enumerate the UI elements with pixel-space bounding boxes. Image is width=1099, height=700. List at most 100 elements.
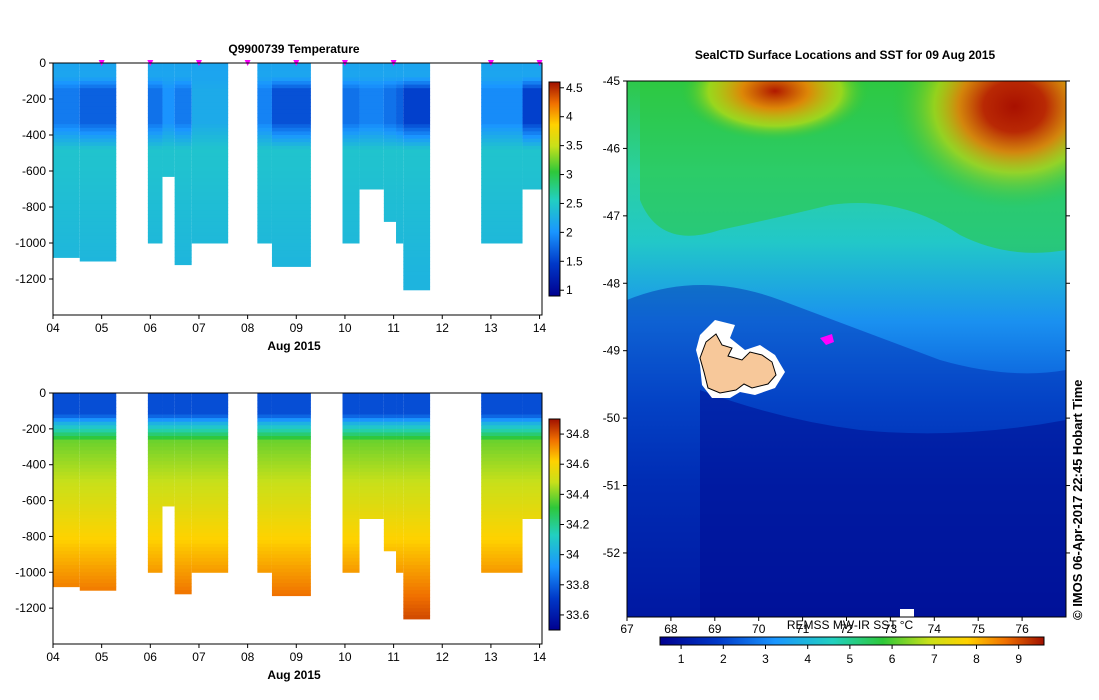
temperature-cell: [383, 70, 397, 75]
temperature-cell: [147, 153, 163, 158]
temperature-cell: [396, 160, 404, 165]
x-tick-label: 10: [338, 650, 352, 664]
temperature-cell: [481, 66, 523, 71]
sst-field: [627, 81, 1066, 617]
temperature-cell: [162, 77, 175, 82]
salinity-cell: [396, 432, 404, 437]
temperature-cell: [522, 106, 542, 111]
salinity-cell: [271, 579, 311, 584]
salinity-cell: [53, 407, 80, 412]
salinity-plot-frame: [52, 392, 543, 645]
salinity-cell: [174, 561, 192, 566]
temperature-cell: [403, 239, 431, 244]
temperature-cell: [403, 88, 431, 93]
salinity-cell: [271, 575, 311, 580]
salinity-cell: [191, 532, 229, 537]
salinity-cell: [191, 514, 229, 519]
temperature-cell: [396, 117, 404, 122]
salinity-cell: [359, 464, 384, 469]
temperature-cell: [403, 264, 431, 269]
temperature-cell: [481, 217, 523, 222]
temperature-cell: [383, 214, 397, 219]
temperature-cell: [174, 178, 192, 183]
temperature-cell: [257, 192, 272, 197]
temperature-cell: [359, 160, 384, 165]
y-tick-label: -400: [22, 128, 46, 142]
salinity-cell: [53, 529, 80, 534]
temperature-cell: [403, 131, 431, 136]
salinity-cell: [53, 554, 80, 559]
salinity-cell: [79, 547, 117, 552]
salinity-cell: [53, 568, 80, 573]
temperature-cell: [396, 142, 404, 147]
colorbar-tick-label: 34: [566, 548, 580, 562]
salinity-cell: [191, 482, 229, 487]
temperature-cell: [271, 70, 311, 75]
temperature-cell: [396, 196, 404, 201]
temperature-cell: [174, 196, 192, 201]
temperature-cell: [191, 214, 229, 219]
salinity-cell: [383, 529, 397, 534]
temperature-cell: [342, 131, 360, 136]
salinity-cell: [53, 468, 80, 473]
salinity-cell: [191, 428, 229, 433]
temperature-cell: [481, 185, 523, 190]
salinity-cell: [522, 425, 542, 430]
temperature-cell: [396, 109, 404, 114]
salinity-cell: [342, 432, 360, 437]
salinity-cell: [481, 428, 523, 433]
salinity-cell: [257, 446, 272, 451]
temperature-cell: [53, 235, 80, 240]
temperature-cell: [174, 153, 192, 158]
salinity-cell: [162, 446, 175, 451]
temperature-cell: [257, 196, 272, 201]
map-x-tick-label: 67: [620, 622, 634, 636]
temperature-cell: [403, 250, 431, 255]
temperature-cell: [257, 167, 272, 172]
temperature-cell: [191, 106, 229, 111]
salinity-cell: [342, 428, 360, 433]
salinity-cell: [396, 557, 404, 563]
salinity-cell: [522, 475, 542, 480]
temperature-cell: [257, 138, 272, 143]
salinity-cell: [403, 593, 431, 598]
temperature-cell: [383, 207, 397, 212]
temperature-cell: [191, 113, 229, 118]
temperature-cell: [147, 232, 163, 237]
temperature-cell: [359, 178, 384, 183]
temperature-cell: [53, 131, 80, 136]
salinity-cell: [383, 393, 397, 398]
temperature-cell: [191, 70, 229, 75]
temperature-cell: [147, 203, 163, 208]
temperature-cell: [342, 192, 360, 197]
salinity-cell: [53, 471, 80, 476]
x-tick-label: 12: [436, 321, 450, 335]
salinity-cell: [257, 504, 272, 509]
y-tick-label: -200: [22, 92, 46, 106]
temperature-cell: [147, 99, 163, 104]
salinity-cell: [271, 590, 311, 595]
salinity-cell: [162, 443, 175, 448]
temperature-cell: [174, 127, 192, 132]
temperature-cell: [342, 81, 360, 86]
salinity-cell: [403, 403, 431, 408]
salinity-cell: [162, 396, 175, 401]
salinity-cell: [359, 468, 384, 473]
temperature-cell: [396, 185, 404, 190]
salinity-cell: [257, 418, 272, 423]
temperature-cell: [403, 189, 431, 194]
salinity-cell: [403, 493, 431, 498]
temperature-cell: [147, 174, 163, 179]
salinity-cell: [481, 536, 523, 541]
salinity-cell: [342, 536, 360, 541]
temperature-cell: [271, 167, 311, 172]
temperature-cell: [271, 189, 311, 194]
salinity-cell: [403, 554, 431, 559]
salinity-cell: [191, 450, 229, 455]
salinity-cell: [271, 468, 311, 473]
temperature-cell: [53, 153, 80, 158]
salinity-cell: [53, 525, 80, 530]
temperature-cell: [147, 77, 163, 82]
temperature-cell: [359, 174, 384, 179]
temperature-cell: [403, 70, 431, 75]
